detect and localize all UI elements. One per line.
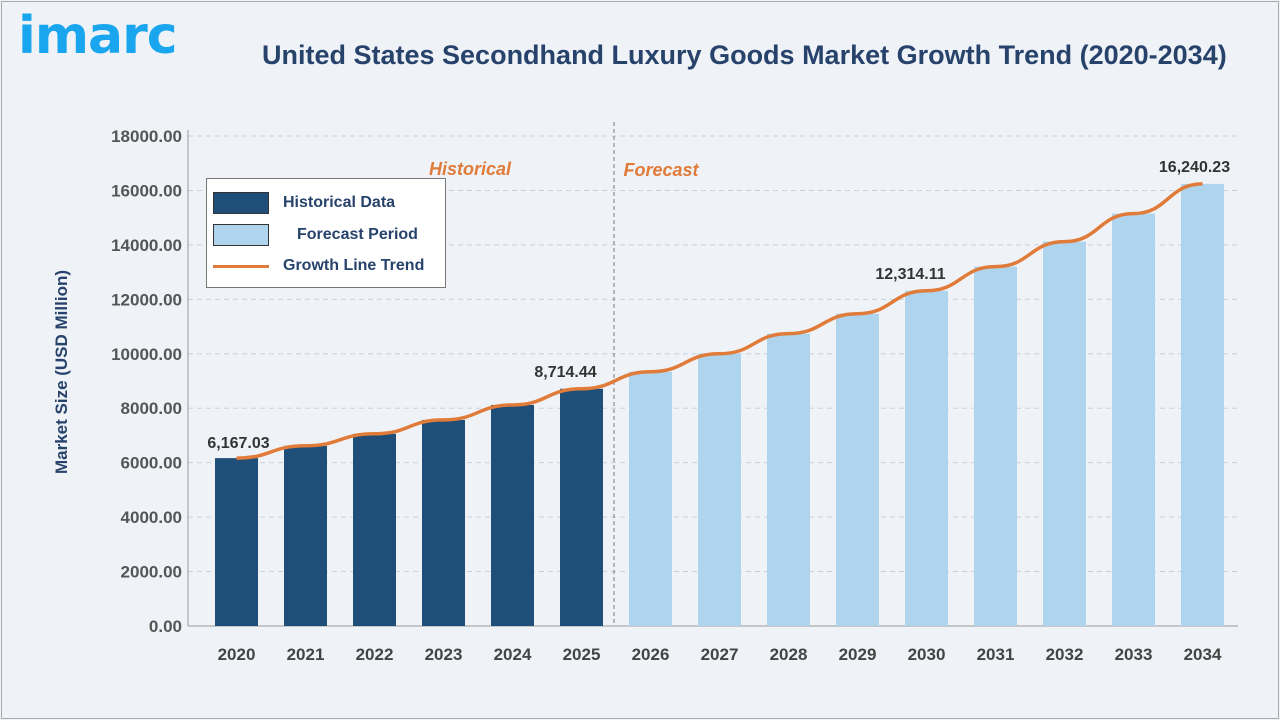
bar-2020 <box>215 458 258 626</box>
legend-label: Forecast Period <box>297 226 418 243</box>
data-label-2034: 16,240.23 <box>1159 159 1230 176</box>
x-tick-label: 2031 <box>977 645 1015 664</box>
bar-2029 <box>836 313 879 626</box>
legend-label: Growth Line Trend <box>283 257 425 274</box>
historical-label: Historical <box>429 159 512 179</box>
bar-2030 <box>905 290 948 626</box>
legend-swatch <box>213 224 269 246</box>
bar-2026 <box>629 371 672 626</box>
y-tick-label: 6000.00 <box>121 454 182 473</box>
x-tick-label: 2022 <box>356 645 394 664</box>
data-label-2030: 12,314.11 <box>875 266 945 283</box>
x-tick-label: 2026 <box>632 645 670 664</box>
y-tick-label: 8000.00 <box>121 399 182 418</box>
legend-label: Historical Data <box>283 194 396 211</box>
bar-2033 <box>1112 213 1155 627</box>
bar-2021 <box>284 445 327 626</box>
legend-forecast: Forecast Period <box>213 224 418 246</box>
bar-2031 <box>974 266 1017 626</box>
chart-title: United States Secondhand Luxury Goods Ma… <box>262 40 1227 70</box>
x-tick-label: 2027 <box>701 645 739 664</box>
x-tick-label: 2024 <box>494 645 532 664</box>
x-tick-label: 2025 <box>563 645 601 664</box>
data-label-2020: 6,167.03 <box>207 435 269 452</box>
x-tick-label: 2023 <box>425 645 463 664</box>
legend-swatch <box>213 192 269 214</box>
bar-2034 <box>1181 183 1224 626</box>
y-tick-label: 14000.00 <box>111 236 182 255</box>
x-tick-label: 2030 <box>908 645 946 664</box>
imarc-logo: imarc <box>18 6 178 66</box>
x-tick-label: 2034 <box>1184 645 1222 664</box>
bar-2028 <box>767 333 810 626</box>
bar-2027 <box>698 353 741 626</box>
y-tick-label: 16000.00 <box>111 181 182 200</box>
y-tick-label: 18000.00 <box>111 127 182 146</box>
y-tick-label: 12000.00 <box>111 290 182 309</box>
y-tick-label: 4000.00 <box>121 508 182 527</box>
y-tick-label: 0.00 <box>149 617 182 636</box>
bar-2024 <box>491 404 534 626</box>
legend: Historical Data Forecast Period Growth L… <box>206 178 446 288</box>
x-tick-label: 2032 <box>1046 645 1084 664</box>
y-tick-label: 10000.00 <box>111 345 182 364</box>
x-tick-label: 2029 <box>839 645 877 664</box>
bar-2032 <box>1043 241 1086 626</box>
x-tick-label: 2021 <box>287 645 325 664</box>
growth-trend-line <box>236 182 1203 460</box>
x-tick-label: 2033 <box>1115 645 1153 664</box>
bar-2022 <box>353 433 396 626</box>
bar-2023 <box>422 419 465 626</box>
bar-2025 <box>560 388 603 626</box>
data-label-2025: 8,714.44 <box>534 364 596 381</box>
legend-trend: Growth Line Trend <box>213 257 424 275</box>
legend-line <box>213 264 269 268</box>
forecast-label: Forecast <box>623 160 699 180</box>
x-tick-label: 2028 <box>770 645 808 664</box>
x-tick-label: 2020 <box>218 645 256 664</box>
y-tick-label: 2000.00 <box>121 563 182 582</box>
legend-historical: Historical Data <box>213 192 395 214</box>
